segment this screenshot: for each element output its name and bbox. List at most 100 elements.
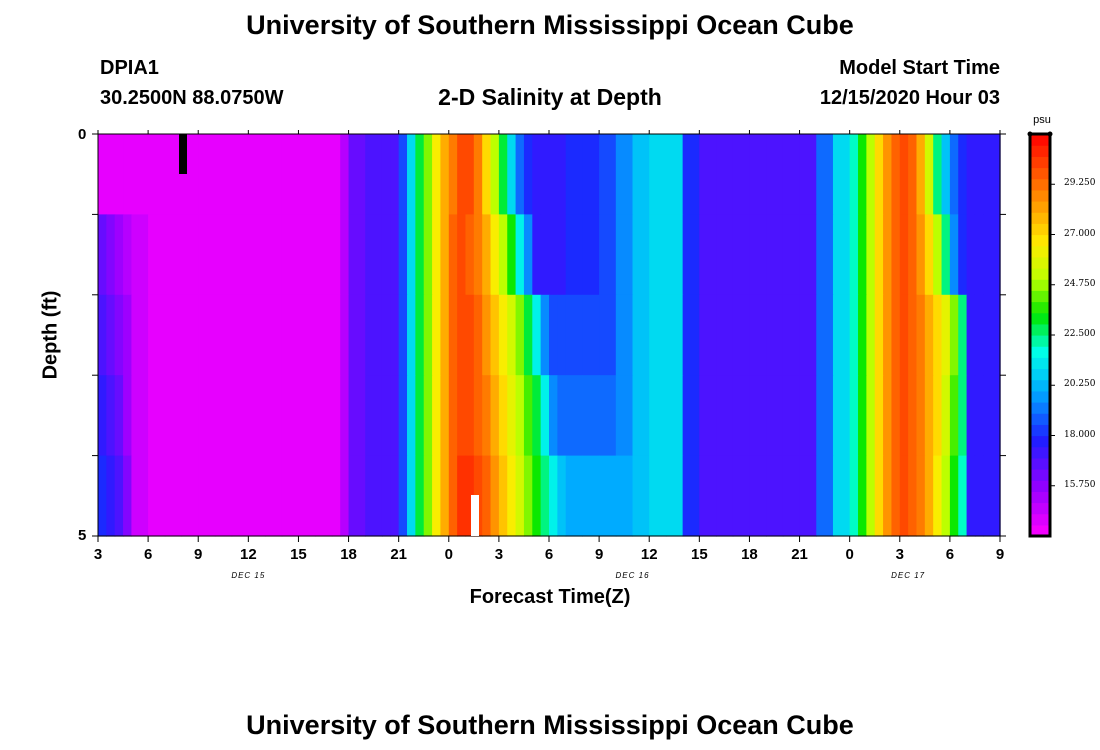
heatmap-cell	[749, 375, 767, 457]
heatmap-cell	[432, 375, 442, 457]
heatmap-cell	[565, 134, 583, 215]
heatmap-cell	[415, 375, 425, 457]
heatmap-cell	[899, 375, 909, 457]
heatmap-cell	[131, 294, 149, 376]
heatmap-cell	[766, 294, 784, 376]
heatmap-cell	[348, 455, 366, 537]
heatmap-cell	[432, 294, 442, 376]
heatmap-cell	[515, 455, 525, 537]
heatmap-cell	[966, 214, 976, 296]
heatmap-cell	[515, 214, 525, 296]
heatmap-cell	[340, 375, 350, 457]
colorbar-segment	[1030, 457, 1050, 470]
heatmap-cell	[732, 375, 751, 457]
heatmap-cell	[908, 375, 918, 457]
heatmap-cell	[148, 375, 166, 457]
colorbar-units: psu	[1033, 114, 1051, 126]
heatmap-cell	[933, 134, 943, 215]
heatmap-cell	[281, 375, 300, 457]
heatmap-cell	[582, 294, 600, 376]
heatmap-cell	[849, 294, 859, 376]
x-tick-label: 3	[93, 546, 103, 563]
heatmap-cell	[482, 455, 492, 537]
heatmap-cell	[390, 375, 400, 457]
heatmap-cell	[398, 455, 408, 537]
heatmap-cell	[315, 375, 333, 457]
heatmap-cell	[281, 214, 300, 296]
heatmap-cell	[958, 134, 968, 215]
heatmap-cell	[924, 294, 934, 376]
heatmap-cell	[799, 455, 817, 537]
heatmap-cell	[832, 134, 851, 215]
heatmap-cell	[131, 375, 149, 457]
heatmap-cell	[231, 214, 249, 296]
heatmap-cell	[281, 294, 300, 376]
heatmap-cell	[331, 455, 341, 537]
heatmap-cell	[248, 134, 266, 215]
heatmap-cell	[515, 375, 525, 457]
heatmap-cell	[281, 134, 300, 215]
colorbar-segment	[1030, 446, 1050, 459]
heatmap-cell	[515, 134, 525, 215]
heatmap-cell	[398, 134, 408, 215]
heatmap-cell	[448, 214, 458, 296]
heatmap-cell	[883, 214, 893, 296]
heatmap-cell	[448, 455, 458, 537]
black-marker	[179, 134, 187, 174]
heatmap-cell	[448, 294, 458, 376]
colorbar-tick-label: 29.250	[1064, 178, 1096, 189]
heatmap-cell	[231, 455, 249, 537]
heatmap-cell	[958, 294, 968, 376]
heatmap-cell	[298, 134, 316, 215]
colorbar-segment	[1030, 223, 1050, 236]
heatmap-cell	[498, 375, 508, 457]
colorbar-tick-label: 24.750	[1064, 278, 1096, 289]
heatmap-cell	[340, 134, 350, 215]
heatmap-cell	[457, 294, 467, 376]
heatmap-cell	[490, 375, 500, 457]
colorbar-segment	[1030, 480, 1050, 492]
heatmap-cell	[198, 375, 216, 457]
date-label: DEC 16	[615, 571, 650, 580]
colorbar-cap-right	[1047, 131, 1053, 137]
colorbar-segment	[1030, 390, 1050, 403]
heatmap-cell	[665, 214, 684, 296]
heatmap-cell	[365, 375, 383, 457]
heatmap-cell	[265, 214, 283, 296]
heatmap-cell	[958, 455, 968, 537]
colorbar-segment	[1030, 524, 1050, 537]
date-label: DEC 15	[231, 571, 266, 580]
colorbar-tick-label: 15.750	[1064, 479, 1096, 490]
heatmap-cell	[482, 214, 492, 296]
heatmap-cell	[98, 134, 107, 215]
heatmap-cell	[883, 455, 893, 537]
heatmap-cell	[899, 294, 909, 376]
heatmap-cell	[858, 294, 867, 376]
heatmap-cell	[440, 294, 450, 376]
heatmap-cell	[281, 455, 300, 537]
heatmap-cell	[98, 294, 107, 376]
heatmap-cell	[699, 294, 717, 376]
heatmap-cell	[123, 214, 133, 296]
heatmap-cell	[298, 294, 316, 376]
heatmap-cell	[649, 375, 667, 457]
colorbar	[1030, 134, 1055, 537]
axis-ticks	[92, 130, 1006, 542]
colorbar-segment	[1030, 189, 1050, 202]
heatmap-cell	[716, 375, 734, 457]
heatmap-cell	[423, 214, 433, 296]
heatmap-cell	[532, 455, 542, 537]
heatmap-cell	[974, 294, 984, 376]
heatmap-cell	[858, 375, 867, 457]
heatmap-cell	[248, 375, 266, 457]
heatmap-cell	[766, 375, 784, 457]
heatmap-cell	[432, 455, 442, 537]
heatmap-cell	[423, 455, 433, 537]
page-title-bottom: University of Southern Mississippi Ocean…	[246, 710, 854, 740]
heatmap-cell	[473, 294, 483, 376]
heatmap-cell	[699, 455, 717, 537]
heatmap-cell	[490, 134, 500, 215]
heatmap-cell	[415, 455, 425, 537]
heatmap-cell	[916, 294, 926, 376]
heatmap-cell	[365, 134, 383, 215]
